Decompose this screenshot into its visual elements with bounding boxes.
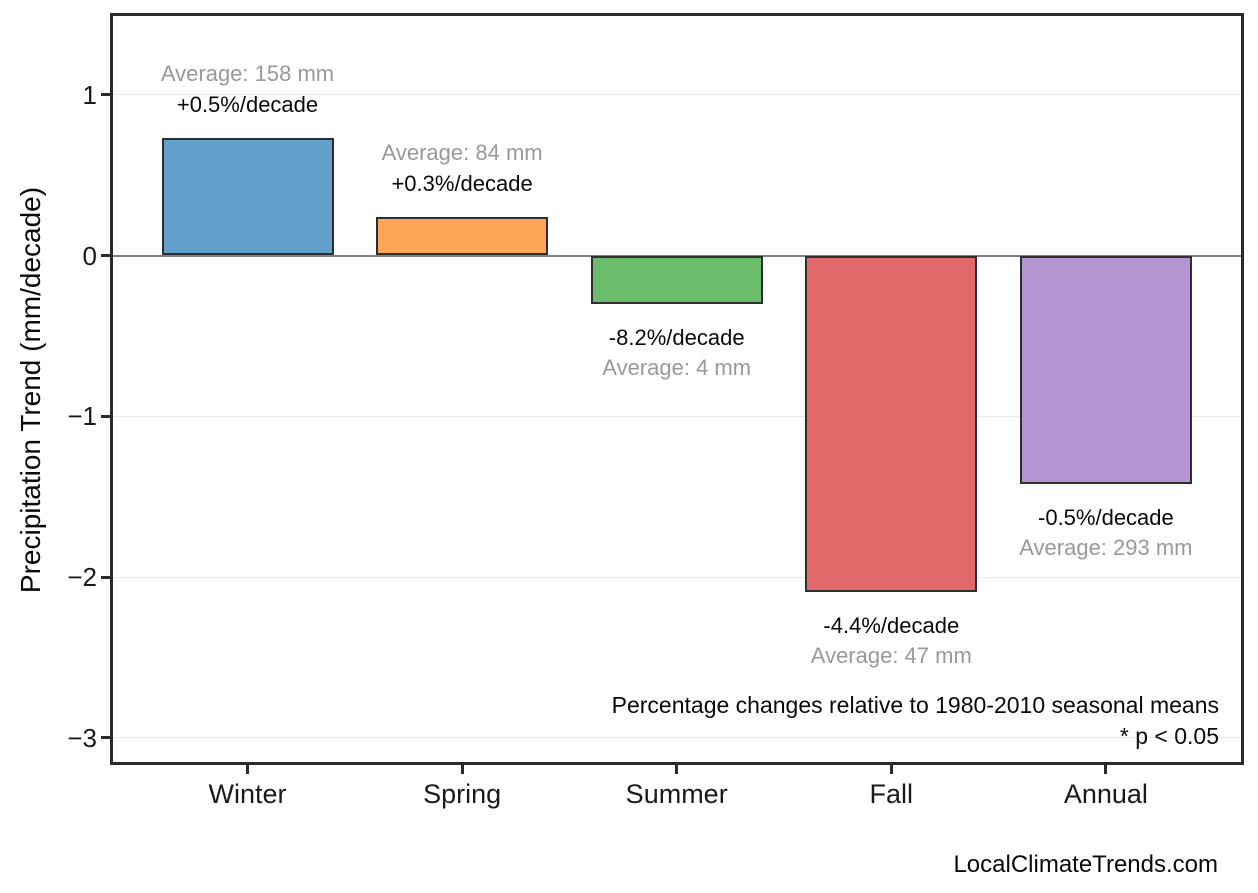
ytick-mark--2 <box>101 575 110 579</box>
xtick-label-spring: Spring <box>423 779 502 809</box>
ytick-label-1: 1 <box>82 79 97 110</box>
bar-spring <box>376 216 549 256</box>
bar-winter <box>161 138 334 256</box>
significance-note: Percentage changes relative to 1980-2010… <box>612 690 1219 752</box>
pct-label-spring: +0.3%/decade <box>391 170 533 196</box>
xtick-label-winter: Winter <box>208 779 287 809</box>
gridline-y-1 <box>113 94 1241 96</box>
ytick-label--1: −1 <box>67 401 97 432</box>
pct-label-summer: -8.2%/decade <box>608 324 745 350</box>
pct-label-winter: +0.5%/decade <box>176 92 319 118</box>
ytick-mark-1 <box>101 93 110 97</box>
ytick-mark--1 <box>101 414 110 418</box>
ytick-label-0: 0 <box>82 240 97 271</box>
ytick-mark-0 <box>101 254 110 257</box>
bar-summer <box>590 255 763 304</box>
watermark: LocalClimateTrends.com <box>953 851 1218 878</box>
avg-label-winter: Average: 158 mm <box>160 61 335 87</box>
bar-fall <box>805 255 978 592</box>
xtick-mark-summer <box>675 765 679 774</box>
bar-annual <box>1019 255 1192 484</box>
xtick-mark-fall <box>889 765 893 774</box>
avg-label-annual: Average: 293 mm <box>1019 534 1193 560</box>
xtick-label-fall: Fall <box>869 779 914 809</box>
plot-area: +0.5%/decade Average: 158 mm +0.3%/decade A… <box>110 13 1244 765</box>
ytick-mark--3 <box>101 736 110 740</box>
avg-label-summer: Average: 4 mm <box>602 354 752 380</box>
xtick-mark-winter <box>246 765 249 774</box>
note-line-2: * p < 0.05 <box>1119 723 1219 749</box>
avg-label-spring: Average: 84 mm <box>381 139 543 165</box>
xtick-label-annual: Annual <box>1063 779 1148 809</box>
xtick-mark-annual <box>1104 765 1108 774</box>
pct-label-fall: -4.4%/decade <box>823 612 960 638</box>
avg-label-fall: Average: 47 mm <box>810 642 972 668</box>
ytick-label--2: −2 <box>67 562 97 593</box>
pct-label-annual: -0.5%/decade <box>1038 504 1174 530</box>
note-line-1: Percentage changes relative to 1980-2010… <box>611 692 1219 718</box>
gridline-y--1 <box>113 415 1241 417</box>
plot-inner: +0.5%/decade Average: 158 mm +0.3%/decade A… <box>113 16 1241 762</box>
gridline-y--3 <box>113 737 1241 739</box>
xtick-label-summer: Summer <box>625 779 728 809</box>
xtick-mark-spring <box>460 765 464 774</box>
gridline-y--2 <box>113 576 1241 578</box>
ytick-label--3: −3 <box>67 722 97 753</box>
